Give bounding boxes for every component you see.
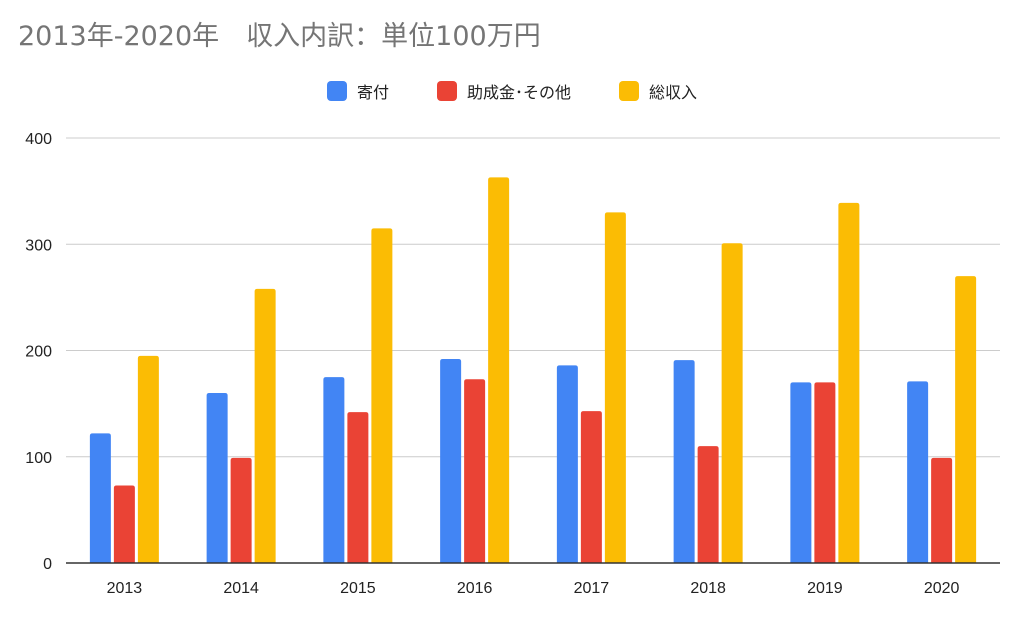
legend-item-donations[interactable]: 寄付 [326,79,389,103]
legend-label-total-income: 総収入 [649,83,698,102]
bar-grants_other-2014 [230,457,252,563]
legend-label-donations: 寄付 [356,83,389,102]
bar-donations-2016 [440,359,462,563]
y-tick-label: 0 [43,556,52,573]
bar-donations-2017 [556,365,578,563]
legend-swatch-grants-other [436,81,457,101]
x-tick-label: 2015 [340,580,376,597]
bar-grants_other-2017 [580,411,602,563]
x-tick-label: 2014 [223,580,259,597]
bar-donations-2014 [206,393,228,563]
x-tick-label: 2020 [924,580,960,597]
bar-donations-2018 [673,360,695,563]
y-tick-label: 300 [25,237,52,254]
legend-item-grants-other[interactable]: 助成金･その他 [436,79,571,103]
bar-grants_other-2015 [347,412,369,563]
bar-donations-2013 [89,433,111,563]
bar-total_income-2019 [838,202,860,563]
bar-grants_other-2020 [931,457,953,563]
bar-total_income-2016 [488,177,510,563]
x-tick-label: 2016 [457,580,493,597]
bar-total_income-2017 [604,212,626,563]
y-tick-label: 200 [25,344,52,361]
bar-donations-2019 [790,382,812,563]
chart-title: 2013年-2020年 収入内訳：単位100万円 [18,21,541,52]
x-tick-label: 2017 [574,580,610,597]
x-tick-label: 2018 [690,580,726,597]
bar-grants_other-2019 [814,382,836,563]
bar-total_income-2015 [371,228,393,563]
bar-donations-2020 [907,381,929,563]
bar-total_income-2014 [254,288,276,563]
legend-swatch-donations [326,81,347,101]
legend-item-total-income[interactable]: 総収入 [619,79,697,103]
x-tick-label: 2013 [107,580,143,597]
legend-swatch-total-income [619,81,639,101]
bar-total_income-2020 [955,276,977,563]
bar-grants_other-2016 [464,379,486,563]
legend-label-grants-other: 助成金･その他 [466,83,571,102]
bar-grants_other-2018 [697,446,719,563]
x-tick-label: 2019 [807,580,843,597]
bar-donations-2015 [323,377,345,563]
y-tick-label: 100 [25,450,52,467]
bar-total_income-2013 [137,355,159,563]
bar-grants_other-2013 [113,485,135,563]
y-tick-label: 400 [25,131,52,148]
legend: 寄付 助成金･その他 総収入 [0,78,1024,104]
bar-total_income-2018 [721,243,743,563]
